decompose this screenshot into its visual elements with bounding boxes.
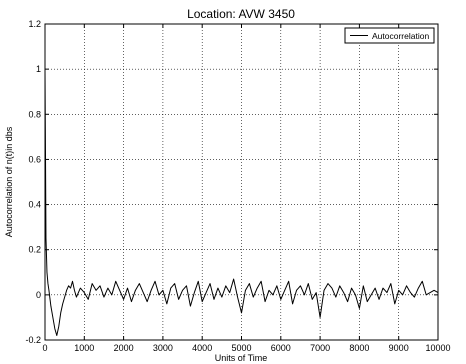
- chart-title: Location: AVW 3450: [187, 7, 295, 21]
- x-tick-label: 5000: [231, 343, 251, 353]
- y-tick-label: 0.2: [28, 245, 41, 255]
- grid-lines: [45, 24, 438, 340]
- x-tick-label: 10000: [425, 343, 450, 353]
- y-tick-label: 0.4: [28, 200, 41, 210]
- x-axis-ticks: 0 1000 2000 3000 4000 5000 6000 7000 8000 9000 100…: [42, 24, 451, 353]
- x-tick-label: 3000: [153, 343, 173, 353]
- legend-entry-autocorrelation: Autocorrelation: [372, 31, 429, 41]
- y-tick-label: -0.2: [25, 335, 41, 345]
- x-tick-label: 8000: [349, 343, 369, 353]
- y-tick-label: 0: [36, 290, 41, 300]
- x-tick-label: 9000: [389, 343, 409, 353]
- x-tick-label: 2000: [114, 343, 134, 353]
- y-axis-ticks: -0.2 0 0.2 0.4 0.6 0.8 1 1.2: [25, 19, 438, 345]
- y-axis-label: Autocorrelation of n(t)in dbs: [4, 126, 14, 237]
- y-tick-label: 0.6: [28, 154, 41, 164]
- y-tick-label: 1: [36, 64, 41, 74]
- x-tick-label: 4000: [192, 343, 212, 353]
- x-tick-label: 1000: [74, 343, 94, 353]
- x-tick-label: 6000: [271, 343, 291, 353]
- plot-background: [45, 24, 438, 340]
- x-tick-label: 7000: [310, 343, 330, 353]
- series-line-autocorrelation: [44, 69, 439, 336]
- y-tick-label: 0.8: [28, 109, 41, 119]
- legend-box: [344, 27, 435, 44]
- y-tick-label: 1.2: [28, 19, 41, 29]
- x-tick-label: 0: [42, 343, 47, 353]
- legend: Autocorrelation: [344, 27, 435, 44]
- x-axis-label: Units of Time: [215, 353, 268, 363]
- series-layer: [44, 69, 439, 336]
